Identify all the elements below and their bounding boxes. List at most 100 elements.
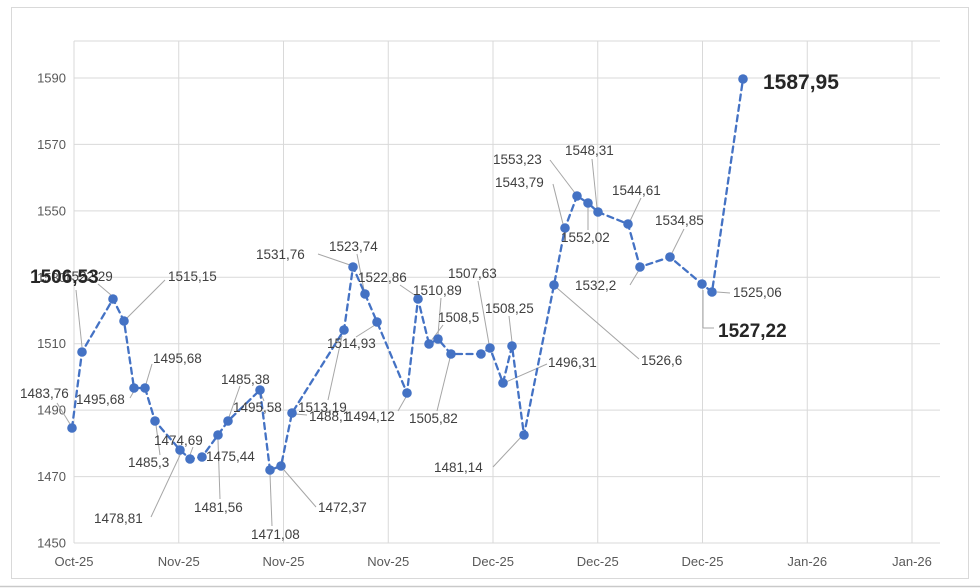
label-leader-line bbox=[217, 439, 221, 500]
data-point-marker bbox=[485, 343, 495, 353]
data-point-marker bbox=[665, 252, 675, 262]
data-point-marker bbox=[507, 341, 517, 351]
data-label: 1552,02 bbox=[561, 230, 610, 245]
label-leader-line bbox=[355, 324, 376, 338]
data-label-occluded: 1522,29 bbox=[64, 269, 113, 284]
x-axis-tick-label: Jan-26 bbox=[892, 554, 932, 569]
data-point-marker bbox=[413, 294, 423, 304]
label-leader-line bbox=[283, 469, 317, 508]
data-point-marker bbox=[424, 339, 434, 349]
data-label: 1587,95 bbox=[763, 71, 839, 94]
data-label: 1510,89 bbox=[413, 283, 462, 298]
data-point-marker bbox=[185, 454, 195, 464]
label-leader-line bbox=[145, 363, 153, 385]
data-label: 1553,23 bbox=[493, 152, 542, 167]
label-leader-line bbox=[508, 315, 513, 343]
data-point-marker bbox=[276, 461, 286, 471]
x-axis-tick-label: Nov-25 bbox=[158, 554, 200, 569]
data-label: 1481,14 bbox=[434, 460, 483, 475]
y-axis-tick-label: 1570 bbox=[37, 137, 66, 152]
data-label: 1494,12 bbox=[346, 409, 395, 424]
data-label: 1527,22 bbox=[718, 321, 787, 342]
data-label: 1525,06 bbox=[733, 285, 782, 300]
label-leader-line bbox=[591, 158, 598, 209]
data-point-marker bbox=[77, 347, 87, 357]
data-point-marker bbox=[476, 349, 486, 359]
data-label: 1478,81 bbox=[94, 511, 143, 526]
data-point-marker bbox=[519, 430, 529, 440]
data-point-marker bbox=[738, 74, 748, 84]
label-leader-line bbox=[75, 289, 83, 348]
chart-frame bbox=[11, 7, 969, 579]
data-label: 1488,1 bbox=[309, 409, 350, 424]
label-leader-line bbox=[549, 159, 576, 194]
data-point-marker bbox=[623, 219, 633, 229]
label-leader-line bbox=[430, 324, 444, 342]
label-leader-line bbox=[150, 452, 182, 518]
data-point-marker bbox=[119, 316, 129, 326]
data-label: 1485,3 bbox=[128, 455, 169, 470]
label-leader-line bbox=[56, 402, 71, 425]
label-leader-line bbox=[327, 335, 343, 401]
data-point-marker bbox=[175, 445, 185, 455]
data-label: 1543,79 bbox=[495, 175, 544, 190]
label-leader-line bbox=[556, 287, 640, 360]
label-leader-line bbox=[397, 396, 407, 412]
x-axis-tick-label: Dec-25 bbox=[472, 554, 514, 569]
x-axis-tick-label: Nov-25 bbox=[367, 554, 409, 569]
data-point-marker bbox=[498, 378, 508, 388]
data-label: 1495,58 bbox=[233, 400, 282, 415]
label-leader-line bbox=[269, 473, 273, 527]
label-leader-line bbox=[189, 446, 194, 456]
data-point-marker bbox=[150, 416, 160, 426]
label-leader-line bbox=[399, 284, 417, 297]
data-label: 1485,38 bbox=[221, 372, 270, 387]
data-label: 1496,31 bbox=[548, 355, 597, 370]
data-point-marker bbox=[572, 191, 582, 201]
data-label: 1474,69 bbox=[154, 433, 203, 448]
data-label: 1508,25 bbox=[485, 301, 534, 316]
data-point-marker bbox=[635, 262, 645, 272]
x-axis-tick-label: Oct-25 bbox=[54, 554, 93, 569]
label-leader-line bbox=[126, 279, 166, 319]
data-label: 1495,68 bbox=[153, 351, 202, 366]
data-label: 1505,82 bbox=[409, 411, 458, 426]
data-point-marker bbox=[339, 325, 349, 335]
x-axis-tick-label: Dec-25 bbox=[577, 554, 619, 569]
data-point-marker bbox=[446, 349, 456, 359]
data-point-marker bbox=[108, 294, 118, 304]
x-axis-tick-label: Nov-25 bbox=[263, 554, 305, 569]
label-leader-line bbox=[97, 283, 112, 296]
label-leader-line bbox=[671, 228, 685, 254]
data-point-marker bbox=[549, 280, 559, 290]
data-point-marker bbox=[129, 383, 139, 393]
data-label: 1471,08 bbox=[251, 527, 300, 542]
data-label: 1515,15 bbox=[168, 269, 217, 284]
y-axis-tick-label: 1510 bbox=[37, 336, 66, 351]
data-label: 1514,93 bbox=[327, 336, 376, 351]
data-point-marker bbox=[197, 452, 207, 462]
x-axis-tick-label: Jan-26 bbox=[787, 554, 827, 569]
data-label: 1472,37 bbox=[318, 500, 367, 515]
data-point-marker bbox=[287, 408, 297, 418]
data-point-marker bbox=[213, 430, 223, 440]
label-leader-line bbox=[716, 291, 731, 294]
y-axis-tick-label: 1590 bbox=[37, 71, 66, 86]
data-point-marker bbox=[433, 334, 443, 344]
data-label: 1508,5 bbox=[438, 310, 479, 325]
data-label: 1495,68 bbox=[76, 392, 125, 407]
label-leader-line bbox=[155, 424, 161, 456]
data-point-marker bbox=[707, 287, 717, 297]
label-leader-line bbox=[436, 357, 451, 412]
y-axis-tick-label: 1550 bbox=[37, 203, 66, 218]
data-label: 1531,76 bbox=[256, 247, 305, 262]
label-leader-line bbox=[629, 269, 640, 286]
data-label: 1506,53 bbox=[30, 267, 99, 288]
data-point-marker bbox=[697, 279, 707, 289]
data-point-marker bbox=[265, 465, 275, 475]
data-point-marker bbox=[223, 416, 233, 426]
y-axis-tick-label: 1470 bbox=[37, 469, 66, 484]
label-leader-line bbox=[356, 253, 365, 291]
